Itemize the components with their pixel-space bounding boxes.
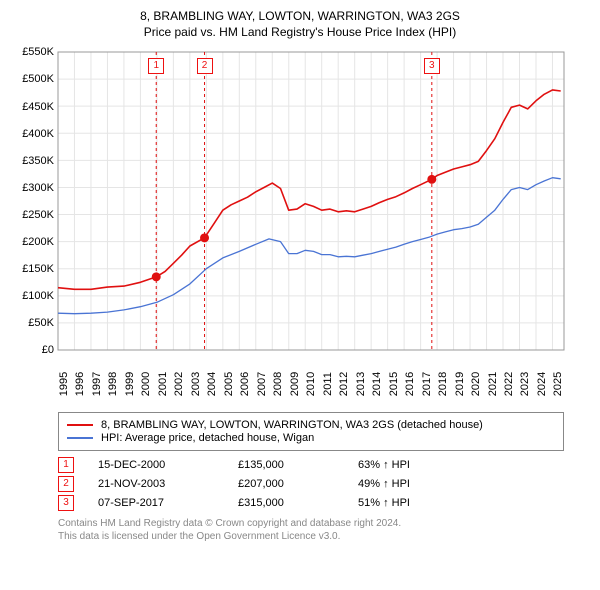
x-axis-tick-label: 2001 [157, 372, 169, 396]
sale-row-number: 3 [58, 495, 74, 511]
x-axis-tick-label: 2019 [454, 372, 466, 396]
sales-table: 1 15-DEC-2000£135,00063% ↑ HPI 2 21-NOV-200… [58, 457, 564, 511]
sale-marker-number: 1 [148, 58, 164, 74]
y-axis-tick-label: £0 [10, 344, 54, 356]
sale-row-price: £207,000 [238, 478, 358, 490]
x-axis-tick-label: 2005 [223, 372, 235, 396]
x-axis-tick-label: 2006 [239, 372, 251, 396]
x-axis-tick-label: 2018 [437, 372, 449, 396]
x-axis-tick-label: 2004 [206, 372, 218, 396]
sale-row-diff: 63% ↑ HPI [358, 459, 564, 471]
x-axis-tick-label: 1996 [74, 372, 86, 396]
legend: 8, BRAMBLING WAY, LOWTON, WARRINGTON, WA… [58, 412, 564, 451]
x-axis-tick-label: 2011 [322, 373, 334, 397]
y-axis-tick-label: £350K [10, 155, 54, 167]
sale-row-price: £135,000 [238, 459, 358, 471]
x-axis-tick-label: 2008 [272, 372, 284, 396]
x-axis-tick-label: 2013 [355, 372, 367, 396]
x-axis-tick-label: 2009 [289, 372, 301, 396]
x-axis-tick-label: 2003 [190, 372, 202, 396]
y-axis-tick-label: £50K [10, 317, 54, 329]
chart-title-line2: Price paid vs. HM Land Registry's House … [10, 24, 590, 40]
x-axis-tick-label: 1999 [124, 372, 136, 396]
x-axis-tick-label: 2017 [421, 372, 433, 396]
x-axis-tick-label: 2015 [388, 372, 400, 396]
y-axis-tick-label: £300K [10, 182, 54, 194]
footer-line2: This data is licensed under the Open Gov… [58, 530, 564, 543]
x-axis-tick-label: 2023 [519, 372, 531, 396]
sale-row-price: £315,000 [238, 497, 358, 509]
sale-row-number: 1 [58, 457, 74, 473]
sale-row-date: 21-NOV-2003 [98, 478, 238, 490]
y-axis-tick-label: £200K [10, 236, 54, 248]
sale-row-date: 07-SEP-2017 [98, 497, 238, 509]
chart-title-line1: 8, BRAMBLING WAY, LOWTON, WARRINGTON, WA… [10, 8, 590, 24]
y-axis-tick-label: £500K [10, 73, 54, 85]
x-axis-tick-label: 1997 [91, 372, 103, 396]
legend-swatch [67, 424, 93, 426]
x-axis-tick-label: 1995 [58, 372, 70, 396]
sale-row: 3 07-SEP-2017£315,00051% ↑ HPI [58, 495, 564, 511]
x-axis-tick-label: 2024 [536, 372, 548, 396]
x-axis-tick-label: 2012 [338, 372, 350, 396]
sale-row-diff: 49% ↑ HPI [358, 478, 564, 490]
attribution-footer: Contains HM Land Registry data © Crown c… [58, 517, 564, 543]
y-axis-tick-label: £150K [10, 263, 54, 275]
x-axis-tick-label: 2016 [404, 372, 416, 396]
x-axis-tick-label: 2007 [256, 372, 268, 396]
y-axis-tick-label: £100K [10, 290, 54, 302]
chart-titles: 8, BRAMBLING WAY, LOWTON, WARRINGTON, WA… [10, 8, 590, 40]
legend-label: HPI: Average price, detached house, Wiga… [101, 432, 314, 444]
legend-item: HPI: Average price, detached house, Wiga… [67, 432, 555, 444]
sale-row-diff: 51% ↑ HPI [358, 497, 564, 509]
y-axis-tick-label: £400K [10, 128, 54, 140]
sale-row-date: 15-DEC-2000 [98, 459, 238, 471]
x-axis-tick-label: 2002 [173, 372, 185, 396]
chart-plot-area: £0 £50K £100K £150K £200K £250K £300K £350K £400… [10, 46, 590, 406]
x-axis-tick-label: 2022 [503, 372, 515, 396]
sale-marker-number: 2 [197, 58, 213, 74]
x-axis-tick-label: 2020 [470, 372, 482, 396]
legend-item: 8, BRAMBLING WAY, LOWTON, WARRINGTON, WA… [67, 419, 555, 431]
x-axis-tick-label: 2010 [305, 372, 317, 396]
y-axis-tick-label: £450K [10, 101, 54, 113]
sale-row-number: 2 [58, 476, 74, 492]
x-axis-tick-label: 2000 [140, 372, 152, 396]
sale-marker-number: 3 [424, 58, 440, 74]
sale-row: 2 21-NOV-2003£207,00049% ↑ HPI [58, 476, 564, 492]
legend-label: 8, BRAMBLING WAY, LOWTON, WARRINGTON, WA… [101, 419, 483, 431]
x-axis-tick-label: 2025 [552, 372, 564, 396]
chart-container: 8, BRAMBLING WAY, LOWTON, WARRINGTON, WA… [0, 0, 600, 549]
y-axis-tick-label: £250K [10, 209, 54, 221]
x-axis-tick-label: 2021 [487, 372, 499, 396]
x-axis-tick-label: 1998 [107, 372, 119, 396]
footer-line1: Contains HM Land Registry data © Crown c… [58, 517, 564, 530]
y-axis-tick-label: £550K [10, 46, 54, 58]
sale-row: 1 15-DEC-2000£135,00063% ↑ HPI [58, 457, 564, 473]
legend-swatch [67, 437, 93, 439]
x-axis-tick-label: 2014 [371, 372, 383, 396]
